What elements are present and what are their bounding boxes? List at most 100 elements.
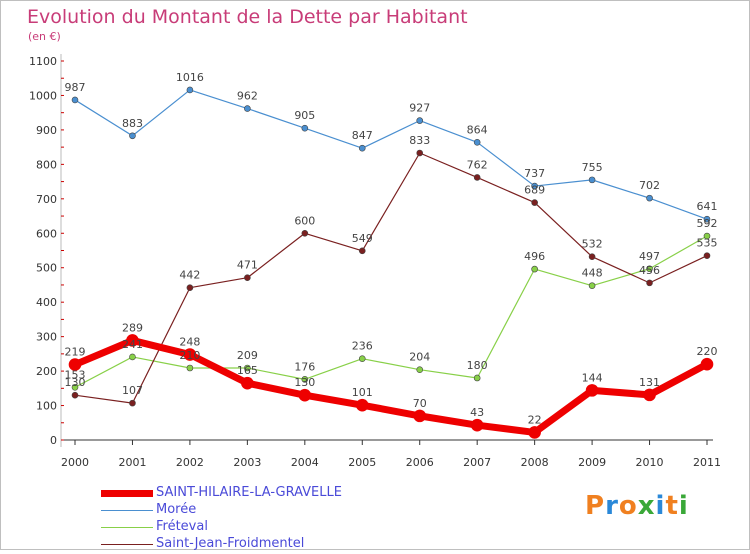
data-point-saint-hilaire-la-gravelle bbox=[241, 376, 254, 390]
data-point-fr-teval bbox=[358, 355, 366, 362]
series-line-saint-hilaire-la-gravelle bbox=[73, 336, 709, 436]
data-label-saint-hilaire-la-gravelle: 130 bbox=[294, 376, 315, 389]
series-line-mor-e bbox=[74, 89, 708, 220]
data-point-saint-hilaire-la-gravelle bbox=[643, 388, 656, 402]
data-point-saint-jean-froidmentel bbox=[646, 279, 653, 287]
data-point-saint-hilaire-la-gravelle bbox=[528, 426, 541, 439]
x-tick-label: 2000 bbox=[61, 456, 89, 469]
legend-swatch bbox=[101, 489, 153, 497]
data-point-mor-e bbox=[473, 139, 481, 146]
data-label-saint-hilaire-la-gravelle: 131 bbox=[639, 376, 660, 389]
data-point-saint-hilaire-la-gravelle bbox=[183, 348, 197, 361]
data-point-saint-jean-froidmentel bbox=[703, 252, 711, 259]
data-point-fr-teval bbox=[244, 364, 251, 372]
data-label-fr-teval: 180 bbox=[467, 359, 488, 372]
data-label-fr-teval: 210 bbox=[179, 349, 200, 362]
data-point-saint-hilaire-la-gravelle bbox=[126, 334, 139, 347]
data-point-fr-teval bbox=[129, 353, 136, 361]
data-label-fr-teval: 176 bbox=[294, 360, 315, 373]
data-point-saint-jean-froidmentel bbox=[416, 149, 424, 157]
x-tick-label: 2007 bbox=[463, 456, 491, 469]
x-tick-label: 2004 bbox=[291, 456, 319, 469]
data-label-saint-jean-froidmentel: 833 bbox=[409, 134, 430, 147]
data-point-saint-jean-froidmentel bbox=[129, 399, 136, 407]
x-tick-label: 2008 bbox=[521, 456, 549, 469]
data-label-saint-jean-froidmentel: 130 bbox=[65, 376, 86, 389]
data-label-saint-hilaire-la-gravelle: 220 bbox=[697, 345, 718, 358]
data-point-mor-e bbox=[646, 194, 653, 202]
x-tick-label: 2009 bbox=[578, 456, 606, 469]
data-label-mor-e: 864 bbox=[467, 123, 488, 136]
data-label-fr-teval: 448 bbox=[582, 267, 603, 280]
data-point-saint-hilaire-la-gravelle bbox=[700, 357, 714, 371]
y-tick-label: 600 bbox=[36, 227, 57, 240]
data-label-saint-jean-froidmentel: 456 bbox=[639, 264, 660, 277]
data-label-saint-jean-froidmentel: 689 bbox=[524, 184, 545, 197]
data-label-saint-hilaire-la-gravelle: 248 bbox=[179, 336, 200, 349]
data-label-saint-jean-froidmentel: 535 bbox=[697, 237, 718, 250]
data-point-fr-teval bbox=[588, 282, 596, 289]
data-label-mor-e: 905 bbox=[294, 109, 315, 122]
data-point-saint-hilaire-la-gravelle bbox=[355, 398, 369, 412]
logo-letter: P bbox=[585, 491, 606, 521]
data-point-fr-teval bbox=[646, 265, 653, 273]
data-label-fr-teval: 209 bbox=[237, 349, 258, 362]
data-label-saint-hilaire-la-gravelle: 289 bbox=[122, 321, 143, 334]
data-point-fr-teval bbox=[416, 366, 424, 374]
data-point-fr-teval bbox=[186, 364, 194, 372]
data-point-saint-jean-froidmentel bbox=[244, 274, 251, 282]
data-label-mor-e: 987 bbox=[65, 81, 86, 94]
data-label-saint-jean-froidmentel: 532 bbox=[582, 238, 603, 251]
data-point-saint-jean-froidmentel bbox=[358, 247, 366, 255]
data-label-saint-hilaire-la-gravelle: 43 bbox=[470, 406, 484, 419]
x-tick-label: 2011 bbox=[693, 456, 721, 469]
data-point-mor-e bbox=[186, 86, 194, 94]
data-label-fr-teval: 496 bbox=[524, 250, 545, 263]
data-point-mor-e bbox=[244, 105, 251, 112]
data-label-saint-jean-froidmentel: 549 bbox=[352, 232, 373, 245]
logo: Proxiti bbox=[585, 491, 689, 521]
chart-unit: (en €) bbox=[28, 30, 61, 43]
data-point-saint-hilaire-la-gravelle bbox=[585, 384, 599, 397]
y-tick-label: 200 bbox=[36, 365, 57, 378]
data-label-saint-jean-froidmentel: 107 bbox=[122, 384, 143, 397]
series-line-fr-teval bbox=[74, 235, 708, 388]
data-point-fr-teval bbox=[531, 265, 538, 273]
data-point-saint-hilaire-la-gravelle bbox=[68, 358, 82, 371]
x-tick-label: 2001 bbox=[118, 456, 146, 469]
data-label-fr-teval: 153 bbox=[65, 368, 86, 381]
data-label-saint-hilaire-la-gravelle: 101 bbox=[352, 386, 373, 399]
legend-swatch bbox=[101, 543, 153, 545]
data-point-saint-hilaire-la-gravelle bbox=[470, 418, 484, 432]
logo-letter: t bbox=[665, 491, 679, 521]
y-tick-label: 800 bbox=[36, 158, 57, 171]
data-label-mor-e: 737 bbox=[524, 167, 545, 180]
data-label-saint-hilaire-la-gravelle: 144 bbox=[582, 371, 603, 384]
data-point-mor-e bbox=[703, 215, 711, 223]
data-point-fr-teval bbox=[71, 383, 79, 391]
data-point-fr-teval bbox=[301, 376, 309, 383]
y-tick-label: 300 bbox=[36, 331, 57, 344]
data-point-mor-e bbox=[301, 124, 309, 132]
data-label-mor-e: 927 bbox=[409, 102, 430, 115]
x-tick-label: 2010 bbox=[636, 456, 664, 469]
data-point-saint-hilaire-la-gravelle bbox=[413, 409, 427, 423]
data-label-mor-e: 1016 bbox=[176, 71, 204, 84]
data-point-mor-e bbox=[588, 176, 596, 184]
data-point-saint-jean-froidmentel bbox=[588, 253, 596, 261]
data-point-mor-e bbox=[71, 96, 79, 104]
logo-letter: o bbox=[618, 491, 638, 521]
logo-letter: x bbox=[637, 491, 656, 521]
x-tick-label: 2003 bbox=[233, 456, 261, 469]
data-point-mor-e bbox=[531, 182, 538, 190]
data-point-saint-jean-froidmentel bbox=[531, 199, 538, 206]
y-tick-label: 400 bbox=[36, 296, 57, 309]
data-label-mor-e: 883 bbox=[122, 117, 143, 130]
data-point-mor-e bbox=[358, 144, 366, 152]
data-label-saint-jean-froidmentel: 442 bbox=[179, 269, 200, 282]
data-label-saint-jean-froidmentel: 600 bbox=[294, 214, 315, 227]
data-label-saint-hilaire-la-gravelle: 165 bbox=[237, 364, 258, 377]
data-point-mor-e bbox=[416, 117, 424, 124]
